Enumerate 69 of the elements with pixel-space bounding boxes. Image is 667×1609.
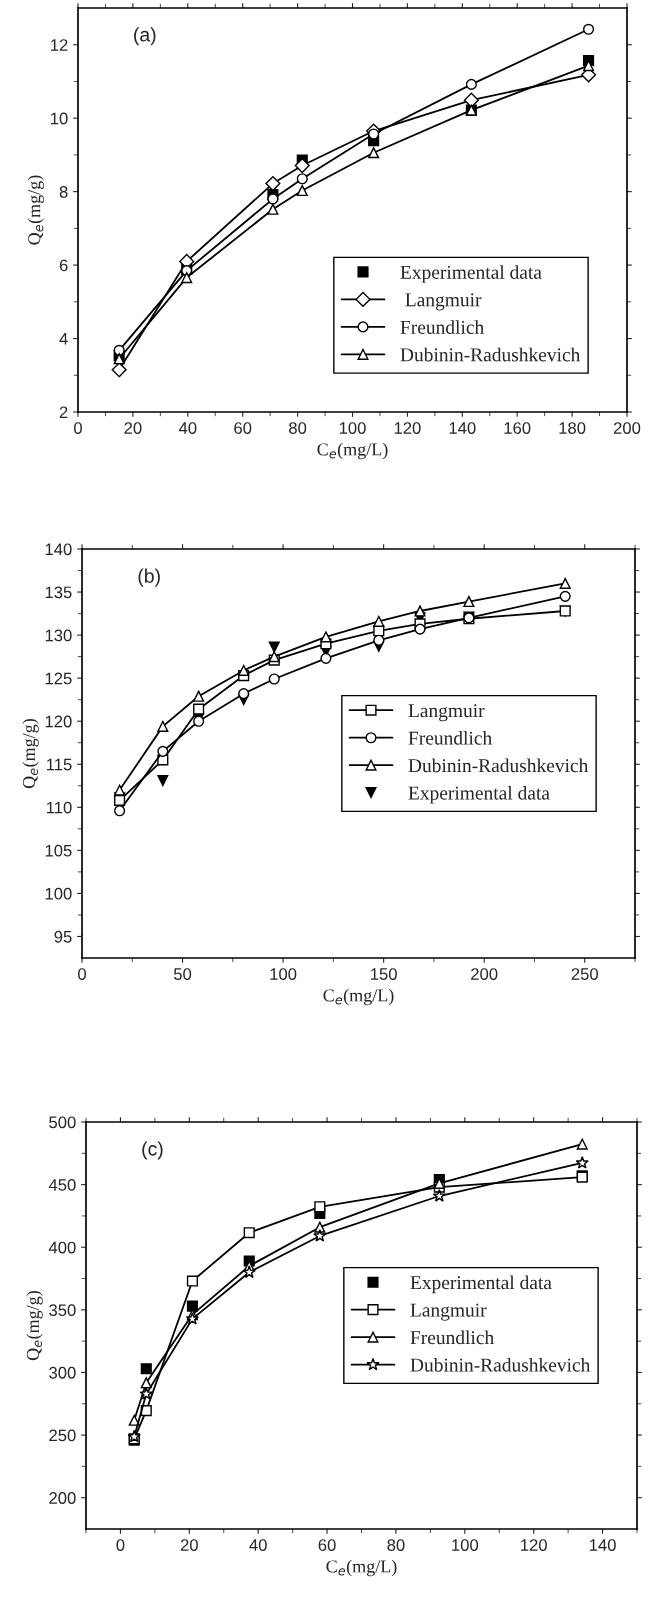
- legend-label: Dubinin-Radushkevich: [410, 1357, 591, 1372]
- x-tick-label: 250: [571, 968, 598, 980]
- y-axis-title: Q$_{e}$(mg/g): [26, 1291, 43, 1361]
- legend-label: Dubinin-Radushkevich: [408, 758, 589, 773]
- y-tick-label: 500: [49, 1116, 76, 1129]
- y-tick-label: 12: [51, 39, 68, 51]
- legend-label: Freundlich: [410, 1330, 494, 1345]
- x-tick-label: 20: [124, 422, 142, 434]
- annotation: (b): [138, 568, 160, 587]
- x-tick-label: 60: [234, 422, 252, 434]
- x-tick-label: 150: [371, 968, 397, 980]
- x-tick-label: 60: [318, 1539, 336, 1551]
- x-tick-label: 40: [249, 1539, 267, 1551]
- y-tick-label: 110: [46, 801, 72, 814]
- y-tick-label: 400: [48, 1241, 76, 1254]
- y-tick-label: 350: [49, 1304, 76, 1317]
- y-tick-label: 140: [45, 543, 72, 556]
- x-axis-title: C$_{e}$(mg/L): [323, 988, 394, 1006]
- x-tick-label: 180: [559, 422, 586, 434]
- x-tick-label: 50: [173, 968, 192, 980]
- x-axis-title: C$_{e}$(mg/L): [317, 442, 388, 460]
- annotation: (c): [142, 1141, 163, 1160]
- y-tick-label: 450: [48, 1179, 76, 1191]
- x-tick-label: 0: [116, 1539, 125, 1551]
- y-tick-label: 10: [51, 112, 68, 125]
- x-tick-label: 20: [180, 1539, 198, 1551]
- y-tick-label: 115: [46, 758, 72, 771]
- y-tick-label: 200: [49, 1492, 76, 1504]
- x-tick-label: 80: [289, 422, 307, 434]
- x-tick-label: 200: [471, 968, 498, 980]
- y-tick-label: 100: [45, 887, 72, 900]
- x-tick-label: 100: [452, 1539, 479, 1551]
- y-tick-label: 8: [59, 186, 68, 198]
- x-tick-label: 120: [521, 1539, 547, 1551]
- x-tick-label: 160: [504, 422, 531, 434]
- y-tick-label: 6: [59, 259, 68, 272]
- legend-label: Langmuir: [408, 704, 485, 722]
- y-tick-label: 105: [45, 844, 72, 857]
- y-tick-label: 95: [54, 930, 72, 943]
- x-tick-label: 0: [74, 422, 82, 434]
- x-tick-label: 100: [339, 422, 366, 434]
- legend-label: Experimental data: [408, 785, 550, 804]
- y-tick-label: 125: [45, 672, 72, 685]
- y-tick-label: 130: [45, 629, 72, 642]
- y-tick-label: 250: [49, 1429, 76, 1442]
- x-tick-label: 120: [394, 422, 421, 434]
- x-tick-label: 100: [270, 968, 297, 980]
- annotation: (a): [134, 27, 156, 46]
- y-tick-label: 4: [59, 333, 68, 345]
- x-tick-label: 200: [613, 422, 641, 434]
- y-axis-title: Q$_{e}$(mg/g): [22, 719, 39, 789]
- legend-label: Dubinin-Radushkevich: [400, 347, 581, 362]
- x-tick-label: 40: [178, 422, 197, 434]
- legend-label: Freundlich: [400, 320, 484, 334]
- y-tick-label: 120: [45, 715, 72, 728]
- legend-label: Experimental data: [400, 265, 542, 283]
- x-tick-label: 140: [589, 1539, 616, 1551]
- y-axis-title: Q$_{e}$(mg/g): [27, 175, 44, 245]
- legend-label: Freundlich: [408, 731, 492, 745]
- legend-label: Langmuir: [405, 293, 482, 311]
- y-tick-label: 135: [45, 586, 72, 599]
- y-tick-label: 300: [49, 1366, 76, 1379]
- x-axis-title: C$_{e}$(mg/L): [326, 1559, 397, 1577]
- legend-label: Langmuir: [410, 1303, 487, 1321]
- y-tick-label: 2: [59, 406, 68, 419]
- x-tick-label: 0: [78, 968, 86, 980]
- legend-label: Experimental data: [410, 1275, 552, 1294]
- x-tick-label: 140: [449, 422, 476, 434]
- x-tick-label: 80: [387, 1539, 405, 1551]
